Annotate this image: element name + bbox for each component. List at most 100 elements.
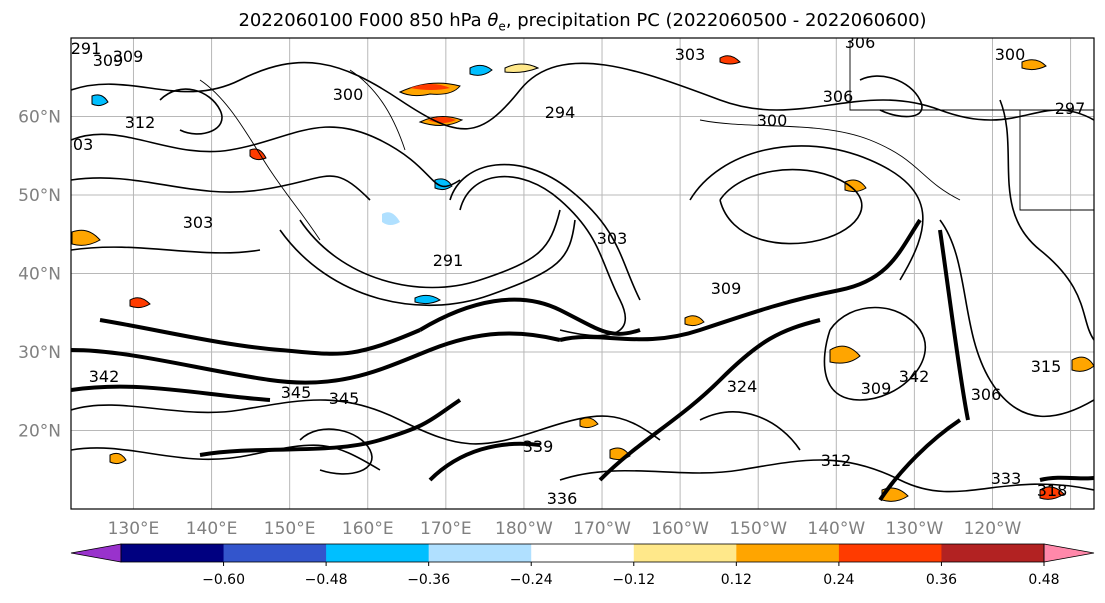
precip-patch — [71, 229, 101, 246]
contour-label: 345 — [329, 389, 360, 408]
lat-tick-label: 20°N — [18, 422, 61, 442]
contour-band — [418, 297, 641, 336]
contour-label: 324 — [727, 377, 758, 396]
contour-line — [71, 444, 381, 471]
precip-patch — [684, 315, 705, 327]
contour-line — [71, 399, 661, 445]
colorbar-tick-label: −0.48 — [305, 572, 348, 588]
lon-tick-label: 140°W — [807, 519, 865, 539]
colorbar-outline — [120, 543, 1045, 563]
contour-band — [99, 318, 421, 356]
contour-line — [859, 75, 923, 118]
lon-tick-label: 160°W — [651, 519, 709, 539]
contour-line — [689, 145, 924, 281]
contour-label: 333 — [991, 469, 1022, 488]
colorbar-tick-label: 0.36 — [926, 572, 957, 588]
contour-label: 339 — [523, 437, 554, 456]
contour-line — [449, 163, 641, 301]
precip-patch — [504, 63, 540, 73]
precip-patch — [414, 294, 441, 305]
contour-label: 309 — [113, 47, 144, 66]
contour-band — [199, 398, 462, 457]
contour-label: 309 — [711, 279, 742, 298]
lat-tick-label: 40°N — [18, 265, 61, 285]
precip-patch — [719, 55, 741, 65]
longitude-tick-labels: 130°E 140°E 150°E 160°E 170°E 180°W 170°W 160°W… — [108, 519, 1022, 539]
precip-patch — [410, 84, 450, 90]
precip-patch — [109, 452, 127, 465]
coastline — [199, 79, 321, 241]
contour-line — [719, 168, 863, 245]
contour-label: 297 — [1055, 99, 1086, 118]
contour-line — [699, 411, 801, 451]
contour-band — [598, 318, 821, 482]
contour-line — [299, 428, 373, 475]
title-prefix: 2022060100 F000 850 hPa — [238, 10, 488, 31]
figure-title: 2022060100 F000 850 hPa θe, precipitatio… — [0, 10, 1105, 34]
lon-tick-label: 150°W — [729, 519, 787, 539]
latitude-tick-labels: 20°N 30°N 40°N 50°N 60°N — [18, 108, 61, 442]
colorbar-tick-label: −0.12 — [612, 572, 655, 588]
contour-label: 342 — [899, 367, 930, 386]
colorbar-segment — [633, 544, 737, 562]
contour-band — [71, 384, 271, 402]
contour-label: 315 — [1031, 357, 1062, 376]
precip-patch — [434, 178, 453, 191]
contour-label: 342 — [89, 367, 120, 386]
precip-patch — [91, 94, 109, 107]
theta-e-contours — [71, 61, 1094, 493]
contour-label: 291 — [71, 39, 102, 58]
contour-line — [823, 306, 927, 401]
colorbar-segment — [736, 544, 840, 562]
colorbar-tick-label: −0.24 — [510, 572, 553, 588]
lon-tick-label: 120°W — [964, 519, 1022, 539]
contour-label: 309 — [93, 51, 124, 70]
colorbar-tick-label: −0.36 — [407, 572, 450, 588]
lon-tick-label: 160°E — [342, 519, 394, 539]
lon-tick-label: 130°E — [108, 519, 160, 539]
contour-band — [559, 218, 922, 342]
contour-band — [938, 229, 970, 421]
precip-patch — [829, 345, 861, 364]
contour-band — [428, 441, 541, 482]
contour-line — [71, 126, 461, 188]
colorbar-extend-max — [1043, 543, 1095, 563]
colorbar-tick-label: 0.12 — [721, 572, 752, 588]
contour-label: 306 — [845, 33, 876, 52]
contour-label: 318 — [1037, 481, 1068, 500]
contour-line — [999, 99, 1094, 341]
lat-tick-label: 30°N — [18, 343, 61, 363]
lon-tick-label: 140°E — [186, 519, 238, 539]
precip-patch — [844, 179, 867, 193]
contour-labels: 2913093093033123002943063002973032913033… — [71, 33, 1086, 508]
coastlines — [199, 40, 1094, 241]
lon-tick-label: 170°W — [573, 519, 631, 539]
contour-label: 306 — [823, 87, 854, 106]
gridlines — [71, 38, 1094, 509]
coastline — [849, 40, 1094, 111]
contour-label: 300 — [333, 85, 364, 104]
contour-band — [1039, 475, 1094, 482]
coastline — [349, 69, 406, 151]
contour-label: 300 — [757, 111, 788, 130]
frontal-contour-bands — [71, 218, 1094, 502]
contour-line — [71, 246, 261, 254]
precip-anomaly-fills — [71, 55, 1094, 502]
contour-line — [939, 219, 1094, 418]
lat-tick-label: 50°N — [18, 186, 61, 206]
theta-subscript: e — [498, 19, 506, 34]
precip-patch — [1021, 59, 1047, 71]
colorbar-tick-label: −0.60 — [202, 572, 245, 588]
colorbar-segment — [531, 544, 635, 562]
colorbar-segment — [941, 544, 1045, 562]
contour-label: 303 — [675, 45, 706, 64]
contour-band — [71, 331, 561, 385]
colorbar-segment — [121, 544, 225, 562]
contour-line — [299, 209, 561, 289]
contour-label: 303 — [597, 229, 628, 248]
colorbar-segment — [326, 544, 430, 562]
colorbar-segment — [838, 544, 942, 562]
contour-label: 303 — [183, 213, 214, 232]
